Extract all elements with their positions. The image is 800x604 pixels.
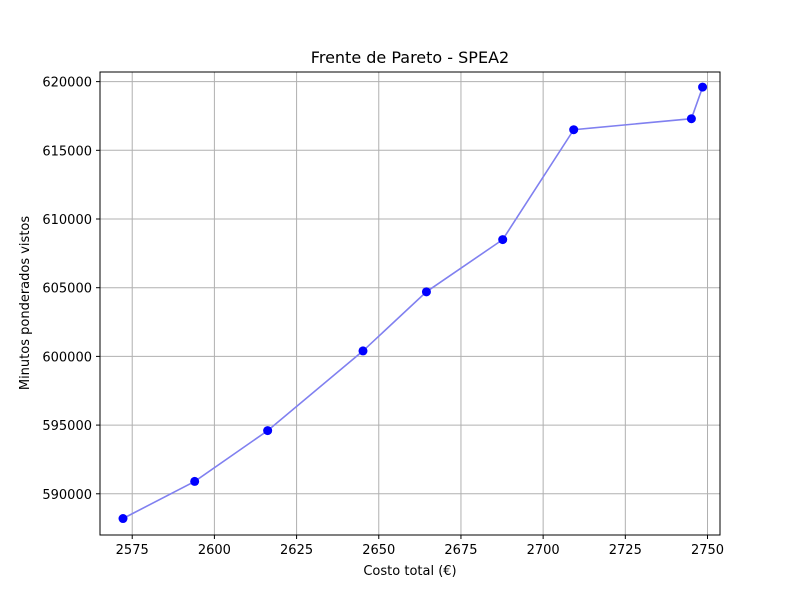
x-tick-label: 2650 — [362, 543, 395, 558]
x-tick-label: 2600 — [198, 543, 231, 558]
y-tick-label: 600000 — [42, 350, 92, 365]
chart-title: Frente de Pareto - SPEA2 — [311, 48, 509, 67]
x-tick-label: 2575 — [116, 543, 149, 558]
data-point — [698, 82, 708, 92]
x-tick-label: 2700 — [527, 543, 560, 558]
data-point — [498, 235, 508, 245]
data-point — [190, 476, 200, 486]
y-tick-label: 590000 — [42, 488, 92, 503]
plot-frame — [99, 71, 721, 536]
data-point — [358, 346, 368, 356]
data-point — [263, 426, 273, 436]
x-tick-label: 2750 — [691, 543, 724, 558]
data-point — [421, 287, 431, 297]
y-axis-label: Minutos ponderados vistos — [18, 216, 33, 391]
y-tick-label: 610000 — [42, 213, 92, 228]
x-tick-layer: 2575 2600 2625 2650 2675 2700 2725 2750 — [116, 535, 724, 558]
grid-layer — [100, 72, 720, 535]
y-tick-label: 595000 — [42, 419, 92, 434]
x-tick-label: 2725 — [609, 543, 642, 558]
x-tick-label: 2625 — [280, 543, 313, 558]
data-point — [569, 125, 579, 135]
marker-layer — [118, 82, 708, 524]
y-tick-layer: 590000 595000 600000 605000 610000 615000 6200… — [42, 76, 100, 503]
y-tick-label: 615000 — [42, 144, 92, 159]
data-point — [686, 114, 696, 124]
x-axis-label: Costo total (€) — [363, 564, 456, 579]
x-tick-label: 2675 — [444, 543, 477, 558]
y-tick-label: 605000 — [42, 282, 92, 297]
data-point — [118, 514, 128, 524]
y-tick-label: 620000 — [42, 76, 92, 91]
